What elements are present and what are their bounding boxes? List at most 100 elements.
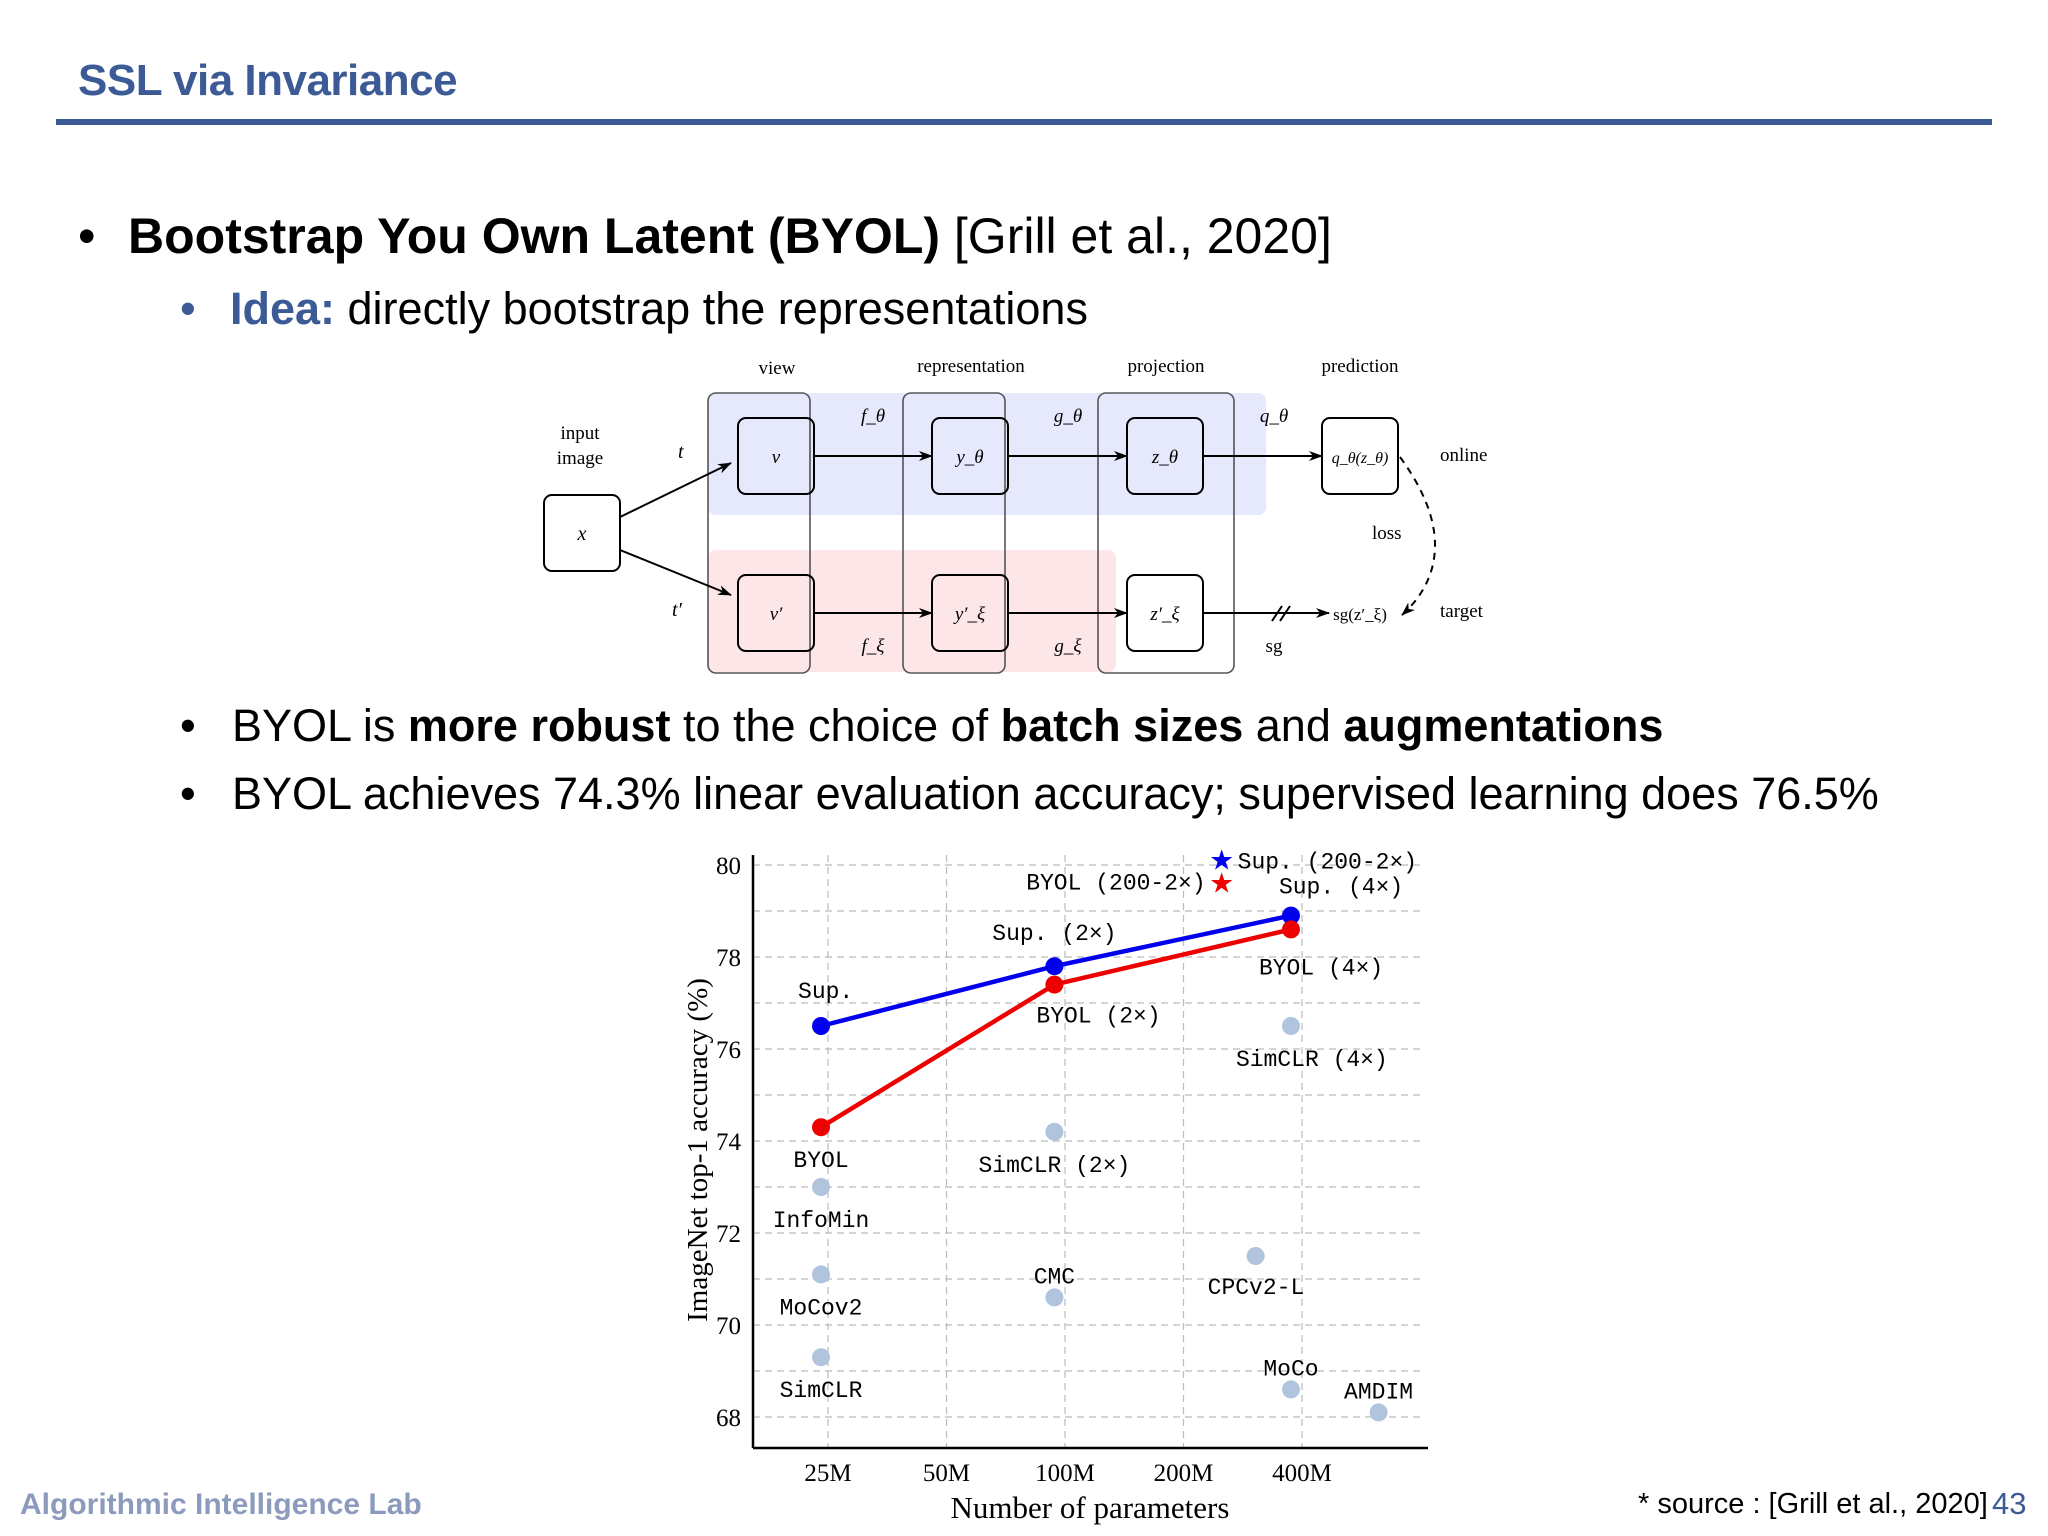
- header-prediction: prediction: [1321, 356, 1399, 377]
- title-underline: [56, 119, 1992, 125]
- data-point: [1281, 1017, 1300, 1035]
- accuracy-text: BYOL achieves 74.3% linear evaluation ac…: [232, 768, 1879, 819]
- point-label: CMC: [1034, 1264, 1075, 1290]
- point-label: Sup. (200-2×): [1238, 850, 1417, 875]
- view-column: [707, 392, 811, 674]
- x-tick-label: 400M: [1272, 1460, 1332, 1487]
- text-segment: and: [1243, 700, 1344, 751]
- online-band: [708, 393, 1266, 515]
- point-label: SimCLR (2×): [979, 1153, 1131, 1179]
- point-label: Sup. (2×): [992, 921, 1116, 947]
- point-label: MoCov2: [780, 1295, 863, 1321]
- data-point: [1045, 957, 1064, 976]
- input-node-label: x: [577, 523, 587, 545]
- data-point: [1045, 975, 1064, 994]
- point-label: MoCo: [1263, 1356, 1318, 1382]
- data-point: [1045, 1122, 1064, 1141]
- edge-f-theta: f_θ: [861, 406, 885, 427]
- edge-g-theta: g_θ: [1054, 406, 1082, 427]
- edge-g-xi: g_ξ: [1054, 636, 1082, 657]
- footer-lab-name: Algorithmic Intelligence Lab: [20, 1488, 422, 1521]
- y-tick-label: 72: [716, 1221, 741, 1248]
- point-label: Sup.: [798, 979, 853, 1005]
- loss-label: loss: [1372, 523, 1402, 544]
- data-point: [1246, 1247, 1265, 1265]
- x-tick-label: 200M: [1154, 1460, 1214, 1487]
- bullet-icon: •: [180, 768, 196, 819]
- data-point: [812, 1017, 831, 1035]
- point-label: InfoMin: [773, 1208, 870, 1234]
- node-y-xi: y′_ξ: [953, 604, 986, 625]
- byol-architecture-diagram: view representation projection predictio…: [543, 356, 1488, 674]
- x-tick-label: 100M: [1035, 1460, 1095, 1487]
- online-label: online: [1440, 445, 1488, 466]
- accuracy-vs-params-chart: 68 70 72 74 76 78 80 25M 50M 100M 200M 400M ★★ Sup.…: [682, 850, 1428, 1525]
- data-point: [812, 1118, 831, 1137]
- data-point: [1045, 1288, 1064, 1307]
- edge-q-theta: q_θ: [1260, 406, 1288, 427]
- projection-column: [1097, 392, 1235, 674]
- data-point: [1281, 920, 1300, 939]
- bold-segment: augmentations: [1343, 700, 1664, 751]
- y-tick-label: 70: [716, 1313, 741, 1340]
- t-label: t: [678, 441, 684, 463]
- bullet-accuracy: • BYOL achieves 74.3% linear evaluation a…: [180, 768, 1879, 820]
- idea-text: directly bootstrap the representations: [335, 283, 1088, 334]
- bullet-citation: [Grill et al., 2020]: [940, 208, 1332, 264]
- edge-sg: sg: [1266, 636, 1283, 657]
- input-label-2: image: [557, 448, 603, 469]
- node-q-theta: q_θ(z_θ): [1332, 450, 1389, 467]
- node-z-xi: z′_ξ: [1149, 604, 1180, 625]
- node-sg: sg(z′_ξ): [1333, 605, 1387, 624]
- point-label: BYOL (2×): [1036, 1004, 1160, 1030]
- x-tick-label: 25M: [804, 1460, 851, 1487]
- x-tick-label: 50M: [923, 1460, 970, 1487]
- bold-segment: more robust: [407, 700, 671, 751]
- bullet-bold-text: Bootstrap You Own Latent (BYOL): [128, 208, 941, 264]
- point-label: SimCLR: [780, 1378, 863, 1404]
- star-icon: ★: [1209, 850, 1234, 875]
- header-representation: representation: [917, 356, 1025, 377]
- data-point: [812, 1178, 831, 1196]
- y-tick-label: 76: [716, 1037, 741, 1064]
- node-v: v: [772, 447, 781, 468]
- header-view: view: [759, 358, 796, 379]
- point-label: BYOL (200-2×): [1026, 870, 1205, 896]
- bold-segment: batch sizes: [1000, 700, 1244, 751]
- bullet-icon: •: [180, 283, 196, 334]
- data-point: [812, 1348, 831, 1367]
- y-tick-label: 74: [716, 1129, 742, 1156]
- bullet-icon: •: [180, 700, 196, 751]
- text-segment: to the choice of: [670, 700, 1001, 751]
- t-prime-label: t′: [672, 599, 683, 621]
- x-axis-label: Number of parameters: [951, 1490, 1230, 1525]
- point-label: CPCv2-L: [1208, 1275, 1305, 1301]
- target-label: target: [1440, 601, 1484, 622]
- y-tick-label: 68: [716, 1405, 741, 1432]
- idea-label: Idea:: [230, 283, 336, 334]
- bullet-byol-main: • Bootstrap You Own Latent (BYOL) [Grill …: [78, 207, 1332, 265]
- point-label: BYOL (4×): [1259, 955, 1383, 981]
- point-label: AMDIM: [1344, 1379, 1413, 1405]
- node-v-prime: v′: [770, 604, 783, 625]
- header-projection: projection: [1127, 356, 1205, 377]
- y-axis-label: ImageNet top-1 accuracy (%): [682, 978, 714, 1322]
- star-icon: ★: [1209, 867, 1234, 898]
- chart-point-labels: Sup. Sup. (2×) Sup. (4×) BYOL BYOL (2×) BYOL …: [773, 850, 1417, 1405]
- point-label: BYOL: [793, 1148, 848, 1174]
- point-label: SimCLR (4×): [1236, 1047, 1388, 1073]
- data-point: [812, 1265, 831, 1284]
- slide-title: SSL via Invariance: [78, 56, 458, 105]
- bullet-idea: • Idea: directly bootstrap the representa…: [180, 283, 1088, 335]
- input-label-1: input: [560, 423, 600, 444]
- data-point: [1281, 906, 1300, 925]
- footer-source: * source : [Grill et al., 2020]: [1638, 1488, 1988, 1520]
- data-point: [1369, 1403, 1388, 1422]
- y-tick-label: 78: [716, 945, 741, 972]
- bullet-icon: •: [78, 208, 96, 264]
- y-tick-label: 80: [716, 853, 741, 880]
- input-node: [543, 494, 621, 572]
- text-segment: BYOL is: [232, 700, 408, 751]
- representation-column: [902, 392, 1006, 674]
- edge-f-xi: f_ξ: [862, 636, 886, 657]
